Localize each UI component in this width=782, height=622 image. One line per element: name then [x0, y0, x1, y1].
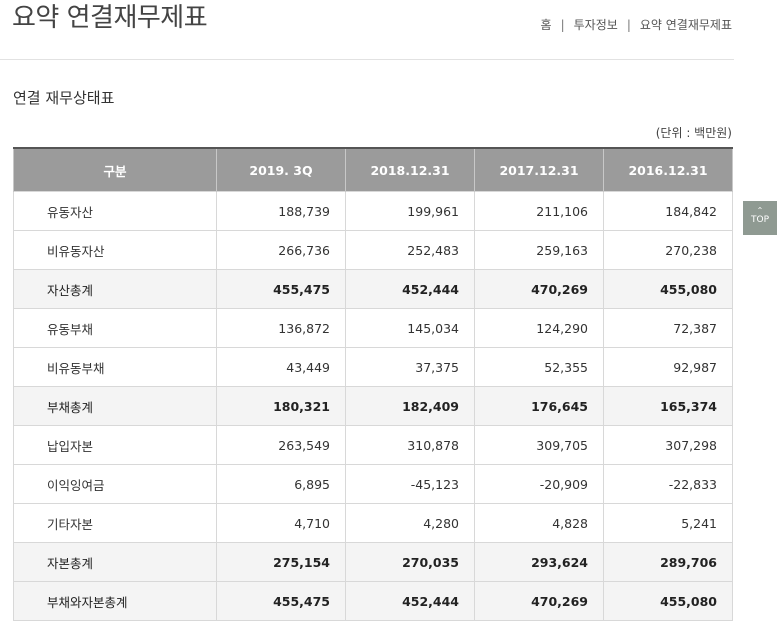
row-label: 부채와자본총계 — [13, 581, 217, 621]
row-value: 455,080 — [603, 269, 733, 309]
row-value: 470,269 — [474, 581, 604, 621]
section-title: 연결 재무상태표 — [13, 89, 115, 107]
row-value: 275,154 — [216, 542, 346, 582]
breadcrumb-separator: | — [560, 17, 565, 32]
row-label: 자산총계 — [13, 269, 217, 309]
row-value: 270,238 — [603, 230, 733, 270]
breadcrumb-separator: | — [626, 17, 631, 32]
table-total-row: 자본총계 275,154 270,035 293,624 289,706 — [13, 542, 733, 582]
row-value: 5,241 — [603, 503, 733, 543]
row-value: -22,833 — [603, 464, 733, 504]
header-2017-12-31: 2017.12.31 — [474, 147, 604, 192]
table-row: 유동부채 136,872 145,034 124,290 72,387 — [13, 308, 733, 348]
table-total-row: 부채와자본총계 455,475 452,444 470,269 455,080 — [13, 581, 733, 621]
row-value: 72,387 — [603, 308, 733, 348]
financial-statement-table: 구분 2019. 3Q 2018.12.31 2017.12.31 2016.1… — [13, 147, 733, 621]
top-button-label: TOP — [750, 215, 769, 225]
row-value: 266,736 — [216, 230, 346, 270]
row-value: 37,375 — [345, 347, 475, 387]
page-title: 요약 연결재무제표 — [12, 3, 208, 33]
header-2019-3q: 2019. 3Q — [216, 147, 346, 192]
row-value: 136,872 — [216, 308, 346, 348]
row-value: 293,624 — [474, 542, 604, 582]
row-value: 252,483 — [345, 230, 475, 270]
row-value: 470,269 — [474, 269, 604, 309]
header-2016-12-31: 2016.12.31 — [603, 147, 733, 192]
row-value: 92,987 — [603, 347, 733, 387]
row-value: 455,080 — [603, 581, 733, 621]
breadcrumb: 홈 | 투자정보 | 요약 연결재무제표 — [541, 16, 732, 33]
row-value: 4,280 — [345, 503, 475, 543]
row-label: 기타자본 — [13, 503, 217, 543]
row-value: 6,895 — [216, 464, 346, 504]
row-value: 309,705 — [474, 425, 604, 465]
chevron-up-icon: ⌃ — [756, 206, 764, 215]
row-value: 259,163 — [474, 230, 604, 270]
row-value: -45,123 — [345, 464, 475, 504]
row-value: 307,298 — [603, 425, 733, 465]
row-value: 52,355 — [474, 347, 604, 387]
row-value: 263,549 — [216, 425, 346, 465]
row-value: 188,739 — [216, 191, 346, 231]
row-value: 180,321 — [216, 386, 346, 426]
row-value: 289,706 — [603, 542, 733, 582]
breadcrumb-investor-info[interactable]: 투자정보 — [573, 18, 618, 32]
breadcrumb-current[interactable]: 요약 연결재무제표 — [639, 18, 732, 32]
title-divider — [0, 59, 734, 60]
row-value: 182,409 — [345, 386, 475, 426]
row-value: 165,374 — [603, 386, 733, 426]
row-value: 199,961 — [345, 191, 475, 231]
row-value: 124,290 — [474, 308, 604, 348]
row-value: 452,444 — [345, 581, 475, 621]
row-label: 비유동자산 — [13, 230, 217, 270]
row-value: 211,106 — [474, 191, 604, 231]
table-total-row: 자산총계 455,475 452,444 470,269 455,080 — [13, 269, 733, 309]
table-row: 유동자산 188,739 199,961 211,106 184,842 — [13, 191, 733, 231]
row-label: 유동자산 — [13, 191, 217, 231]
table-row: 이익잉여금 6,895 -45,123 -20,909 -22,833 — [13, 464, 733, 504]
row-value: 452,444 — [345, 269, 475, 309]
row-label: 비유동부채 — [13, 347, 217, 387]
row-value: 4,710 — [216, 503, 346, 543]
row-value: 455,475 — [216, 581, 346, 621]
scroll-to-top-button[interactable]: ⌃ TOP — [743, 201, 777, 235]
unit-note: (단위 : 백만원) — [655, 126, 732, 140]
table-body: 유동자산 188,739 199,961 211,106 184,842 비유동자산 266… — [13, 191, 733, 621]
row-value: 4,828 — [474, 503, 604, 543]
row-label: 납입자본 — [13, 425, 217, 465]
header-2018-12-31: 2018.12.31 — [345, 147, 475, 192]
row-value: 270,035 — [345, 542, 475, 582]
table-row: 기타자본 4,710 4,280 4,828 5,241 — [13, 503, 733, 543]
breadcrumb-home[interactable]: 홈 — [540, 18, 552, 32]
row-label: 이익잉여금 — [13, 464, 217, 504]
table-row: 납입자본 263,549 310,878 309,705 307,298 — [13, 425, 733, 465]
row-label: 유동부채 — [13, 308, 217, 348]
row-value: -20,909 — [474, 464, 604, 504]
row-value: 184,842 — [603, 191, 733, 231]
table-row: 비유동부채 43,449 37,375 52,355 92,987 — [13, 347, 733, 387]
row-value: 176,645 — [474, 386, 604, 426]
header-category: 구분 — [13, 147, 217, 192]
row-label: 부채총계 — [13, 386, 217, 426]
table-total-row: 부채총계 180,321 182,409 176,645 165,374 — [13, 386, 733, 426]
row-value: 145,034 — [345, 308, 475, 348]
table-header-row: 구분 2019. 3Q 2018.12.31 2017.12.31 2016.1… — [13, 147, 733, 192]
row-value: 43,449 — [216, 347, 346, 387]
row-value: 455,475 — [216, 269, 346, 309]
table-row: 비유동자산 266,736 252,483 259,163 270,238 — [13, 230, 733, 270]
row-label: 자본총계 — [13, 542, 217, 582]
row-value: 310,878 — [345, 425, 475, 465]
